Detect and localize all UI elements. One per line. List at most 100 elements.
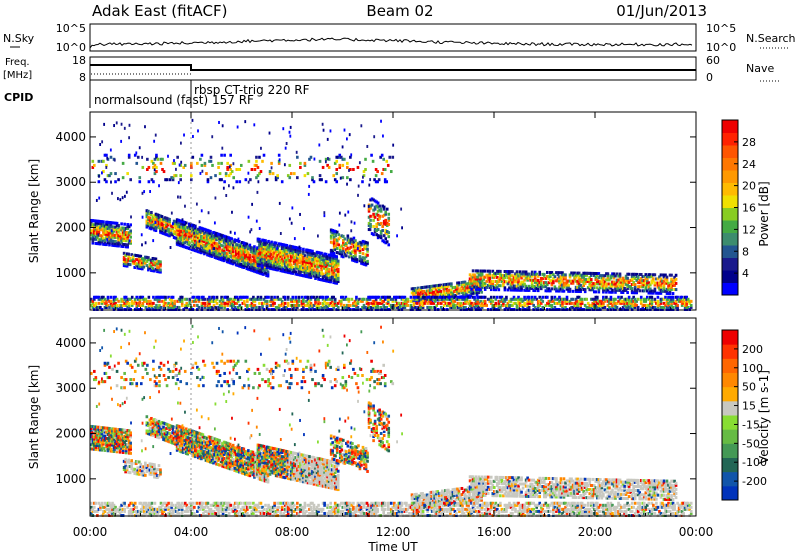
power-cell <box>162 295 166 299</box>
power-cell <box>349 253 353 257</box>
power-cell <box>105 165 108 169</box>
power-cell <box>326 255 329 259</box>
power-cell <box>289 267 293 271</box>
power-cell <box>382 295 385 299</box>
velocity-cell <box>94 443 98 447</box>
power-cell <box>221 258 224 262</box>
power-cell <box>131 261 135 265</box>
power-cell <box>279 250 282 254</box>
power-cell <box>536 287 540 291</box>
power-cell <box>148 264 152 268</box>
power-cell <box>614 286 617 290</box>
power-cell <box>509 280 513 284</box>
power-cell <box>114 242 117 246</box>
power-cell <box>302 268 305 272</box>
power-cell <box>201 239 205 243</box>
power-cell <box>171 301 175 305</box>
power-cell <box>261 254 264 258</box>
power-cell <box>620 278 623 282</box>
power-cell <box>250 264 253 268</box>
power-cell <box>539 281 543 285</box>
power-cell <box>364 263 368 267</box>
power-cell <box>460 291 464 295</box>
power-cell <box>268 248 272 252</box>
power-cell <box>340 250 344 254</box>
power-cell <box>405 299 408 303</box>
power-cell <box>661 281 664 285</box>
power-cell <box>514 284 517 288</box>
power-cell <box>636 287 640 291</box>
power-cell <box>533 270 537 274</box>
power-cell <box>236 249 240 253</box>
power-cell <box>568 279 572 283</box>
power-cell <box>194 236 197 240</box>
power-cell <box>367 228 371 232</box>
power-cell <box>268 264 272 268</box>
power-cell <box>244 262 247 266</box>
power-cell <box>290 244 292 248</box>
power-cell <box>289 255 293 259</box>
power-cell <box>158 305 161 309</box>
power-cell <box>238 167 242 171</box>
power-cell <box>175 226 179 230</box>
power-cell <box>258 244 261 248</box>
power-cell <box>154 216 158 220</box>
power-cell <box>160 215 164 219</box>
power-cell <box>108 223 111 227</box>
power-cell <box>309 267 313 271</box>
power-cell <box>475 293 479 297</box>
power-cell <box>250 262 253 266</box>
velocity-cell <box>93 431 96 435</box>
power-cell <box>219 235 223 239</box>
power-cell <box>486 269 490 273</box>
power-cell <box>480 305 484 309</box>
power-cell <box>352 259 356 263</box>
power-cell <box>341 247 345 251</box>
power-cell <box>397 305 401 309</box>
power-cell <box>308 257 311 261</box>
power-cell <box>153 263 156 267</box>
power-cell <box>181 230 185 234</box>
power-cell <box>102 228 105 232</box>
power-cell <box>332 303 335 307</box>
power-cell <box>343 128 346 132</box>
power-cell <box>363 246 366 250</box>
power-cell <box>288 263 292 267</box>
power-cell <box>189 223 193 227</box>
power-cell <box>137 266 141 270</box>
power-cell <box>128 239 131 243</box>
power-cell <box>608 301 611 305</box>
power-cell <box>224 301 228 305</box>
power-cell <box>297 295 301 299</box>
power-cell <box>90 231 93 235</box>
power-cell <box>270 240 273 244</box>
power-cell <box>121 232 125 236</box>
power-cell <box>611 280 614 284</box>
power-cell <box>520 297 523 301</box>
power-cell <box>618 288 622 292</box>
power-cell <box>553 295 557 299</box>
power-cell <box>277 305 281 309</box>
power-cell <box>435 297 439 301</box>
power-cell <box>662 273 666 277</box>
power-cell <box>518 288 522 292</box>
power-cell <box>267 260 270 264</box>
power-cell <box>197 299 201 303</box>
power-cell <box>474 287 478 291</box>
power-cell <box>488 271 492 275</box>
power-cell <box>376 180 379 184</box>
power-cell <box>142 261 146 265</box>
power-cell <box>564 283 567 287</box>
power-cell <box>427 293 430 297</box>
power-cell <box>518 297 522 301</box>
power-cell <box>296 303 299 307</box>
power-cell <box>427 299 431 303</box>
power-cell <box>142 257 146 261</box>
power-cell <box>141 165 145 169</box>
power-cell <box>289 172 293 176</box>
power-cell <box>289 257 293 261</box>
power-cell <box>367 297 370 301</box>
power-cell <box>262 268 265 272</box>
power-cell <box>136 258 140 262</box>
power-cell <box>151 223 155 227</box>
